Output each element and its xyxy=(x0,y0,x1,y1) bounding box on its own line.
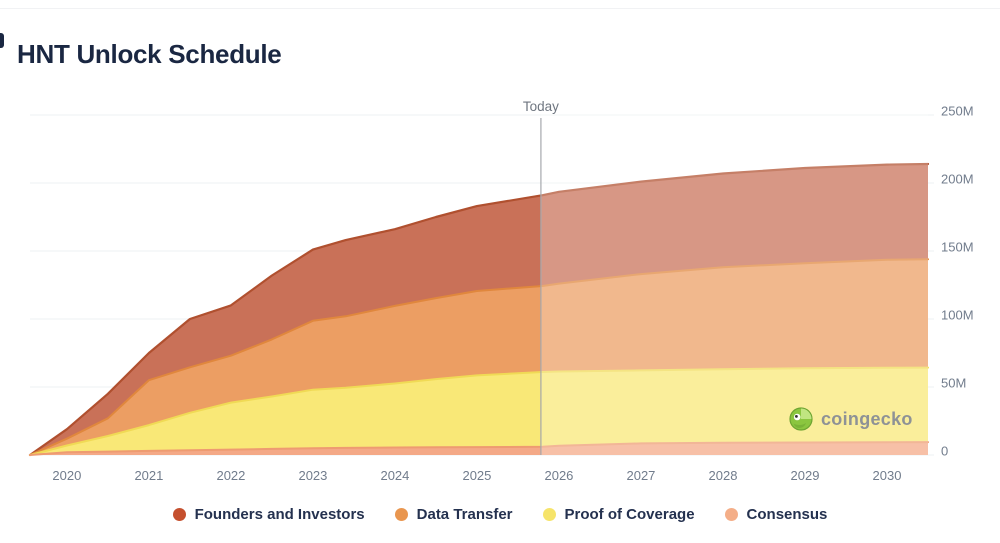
chart-legend: Founders and Investors Data Transfer Pro… xyxy=(0,506,1000,523)
y-axis-tick: 250M xyxy=(941,103,974,119)
legend-dot-founders-and-investors xyxy=(172,508,186,521)
coingecko-watermark: coingecko xyxy=(789,407,913,431)
legend-label: Proof of Coverage xyxy=(564,506,695,523)
x-axis-tick: 2027 xyxy=(626,468,656,483)
legend-label: Consensus xyxy=(746,506,828,523)
y-axis-tick: 50M xyxy=(941,375,967,391)
y-axis-tick: 0 xyxy=(941,443,949,459)
x-axis-tick: 2030 xyxy=(872,468,902,483)
legend-label: Data Transfer xyxy=(416,506,513,523)
legend-item-proof-of-coverage[interactable]: Proof of Coverage xyxy=(542,506,695,523)
x-axis-tick: 2022 xyxy=(216,468,246,483)
today-marker-label: Today xyxy=(522,99,559,114)
x-axis-tick: 2021 xyxy=(134,468,164,483)
x-axis-tick: 2026 xyxy=(544,468,574,483)
legend-label: Founders and Investors xyxy=(194,506,365,523)
coingecko-wordmark: coingecko xyxy=(821,408,913,429)
gecko-icon xyxy=(789,407,813,431)
chart-title: HNT Unlock Schedule xyxy=(17,39,282,70)
legend-item-data-transfer[interactable]: Data Transfer xyxy=(394,506,513,523)
legend-item-consensus[interactable]: Consensus xyxy=(724,506,828,523)
x-axis-tick: 2024 xyxy=(380,468,410,483)
x-axis-tick: 2028 xyxy=(708,468,738,483)
x-axis-tick: 2029 xyxy=(790,468,820,483)
card-top-border xyxy=(0,8,1000,9)
x-axis-tick: 2023 xyxy=(298,468,328,483)
x-axis-tick: 2025 xyxy=(462,468,492,483)
x-axis-tick: 2020 xyxy=(52,468,82,483)
legend-dot-consensus xyxy=(724,508,738,521)
legend-item-founders-and-investors[interactable]: Founders and Investors xyxy=(172,506,365,523)
y-axis-tick: 200M xyxy=(941,171,974,187)
cropped-edge-element xyxy=(0,33,4,48)
legend-dot-proof-of-coverage xyxy=(542,508,556,521)
legend-dot-data-transfer xyxy=(394,508,408,521)
y-axis-tick: 150M xyxy=(941,239,974,255)
y-axis-tick: 100M xyxy=(941,307,974,323)
